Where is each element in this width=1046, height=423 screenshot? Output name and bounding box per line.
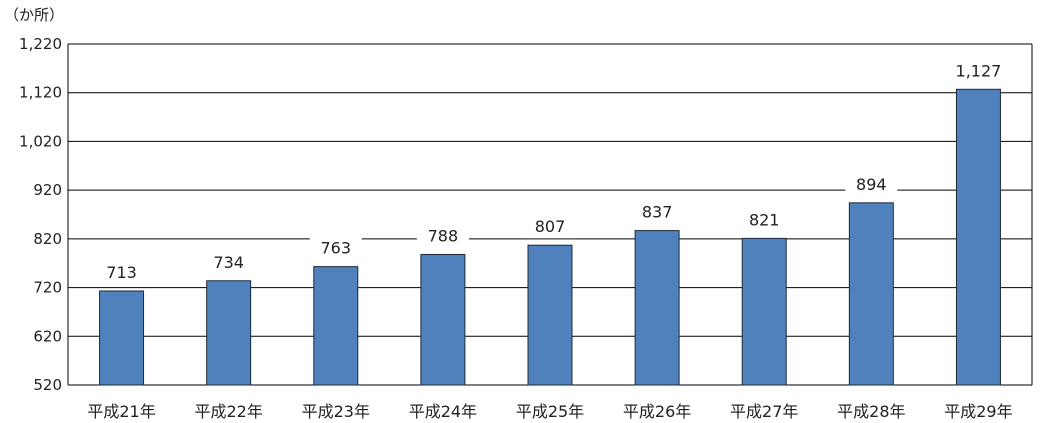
x-tick-label: 平成21年 (87, 402, 155, 421)
value-label-background (524, 216, 576, 239)
bar (634, 230, 680, 386)
y-tick-label: 1,120 (19, 84, 62, 102)
x-tick-label: 平成29年 (944, 402, 1012, 421)
bars (99, 88, 1001, 386)
value-label: 821 (749, 210, 780, 229)
x-tick-label: 平成27年 (730, 402, 798, 421)
value-label-background (631, 201, 684, 224)
bar (527, 244, 573, 386)
x-tick-label: 平成22年 (194, 402, 262, 421)
value-label-background (416, 225, 469, 248)
value-label: 837 (642, 203, 673, 222)
value-label-background (95, 261, 148, 284)
x-tick-label: 平成23年 (302, 402, 370, 421)
bar (206, 280, 252, 386)
value-labels: 713 734 763 788 807 837 821 894 1,127 (95, 60, 1005, 284)
x-tick-label: 平成25年 (516, 402, 584, 421)
x-tick-label: 平成24年 (409, 402, 477, 421)
value-label: 788 (428, 226, 459, 245)
value-label-background (738, 209, 791, 232)
x-axis-ticks: 平成21年 平成22年 平成23年 平成24年 平成25年 平成26年 平成27年 平成28年… (87, 402, 1012, 421)
y-axis-ticks: 520 620 720 820 920 1,020 1,120 1,220 (19, 35, 62, 394)
value-label: 763 (321, 239, 352, 258)
value-label: 1,127 (956, 61, 1002, 80)
bar (955, 88, 1001, 386)
value-label-background (952, 60, 1005, 83)
y-tick-label: 1,220 (19, 35, 62, 53)
y-tick-label: 920 (33, 181, 62, 199)
bar (313, 266, 359, 386)
y-tick-label: 1,020 (19, 132, 62, 150)
value-label: 734 (213, 253, 244, 272)
y-axis-unit-label: （か所） (4, 6, 65, 24)
value-label-background (845, 173, 898, 196)
bar (848, 202, 894, 386)
x-tick-label: 平成28年 (837, 402, 905, 421)
y-tick-label: 520 (33, 376, 62, 394)
bar (741, 237, 787, 386)
value-label-background (202, 251, 255, 274)
y-tick-label: 720 (33, 279, 62, 297)
value-label: 894 (856, 175, 887, 194)
value-label-background (309, 237, 362, 260)
bar (99, 290, 145, 386)
value-label: 713 (106, 263, 137, 282)
y-tick-label: 620 (33, 327, 62, 345)
value-label: 807 (535, 217, 566, 236)
x-tick-label: 平成26年 (623, 402, 691, 421)
y-tick-label: 820 (33, 230, 62, 248)
bar (420, 253, 466, 386)
